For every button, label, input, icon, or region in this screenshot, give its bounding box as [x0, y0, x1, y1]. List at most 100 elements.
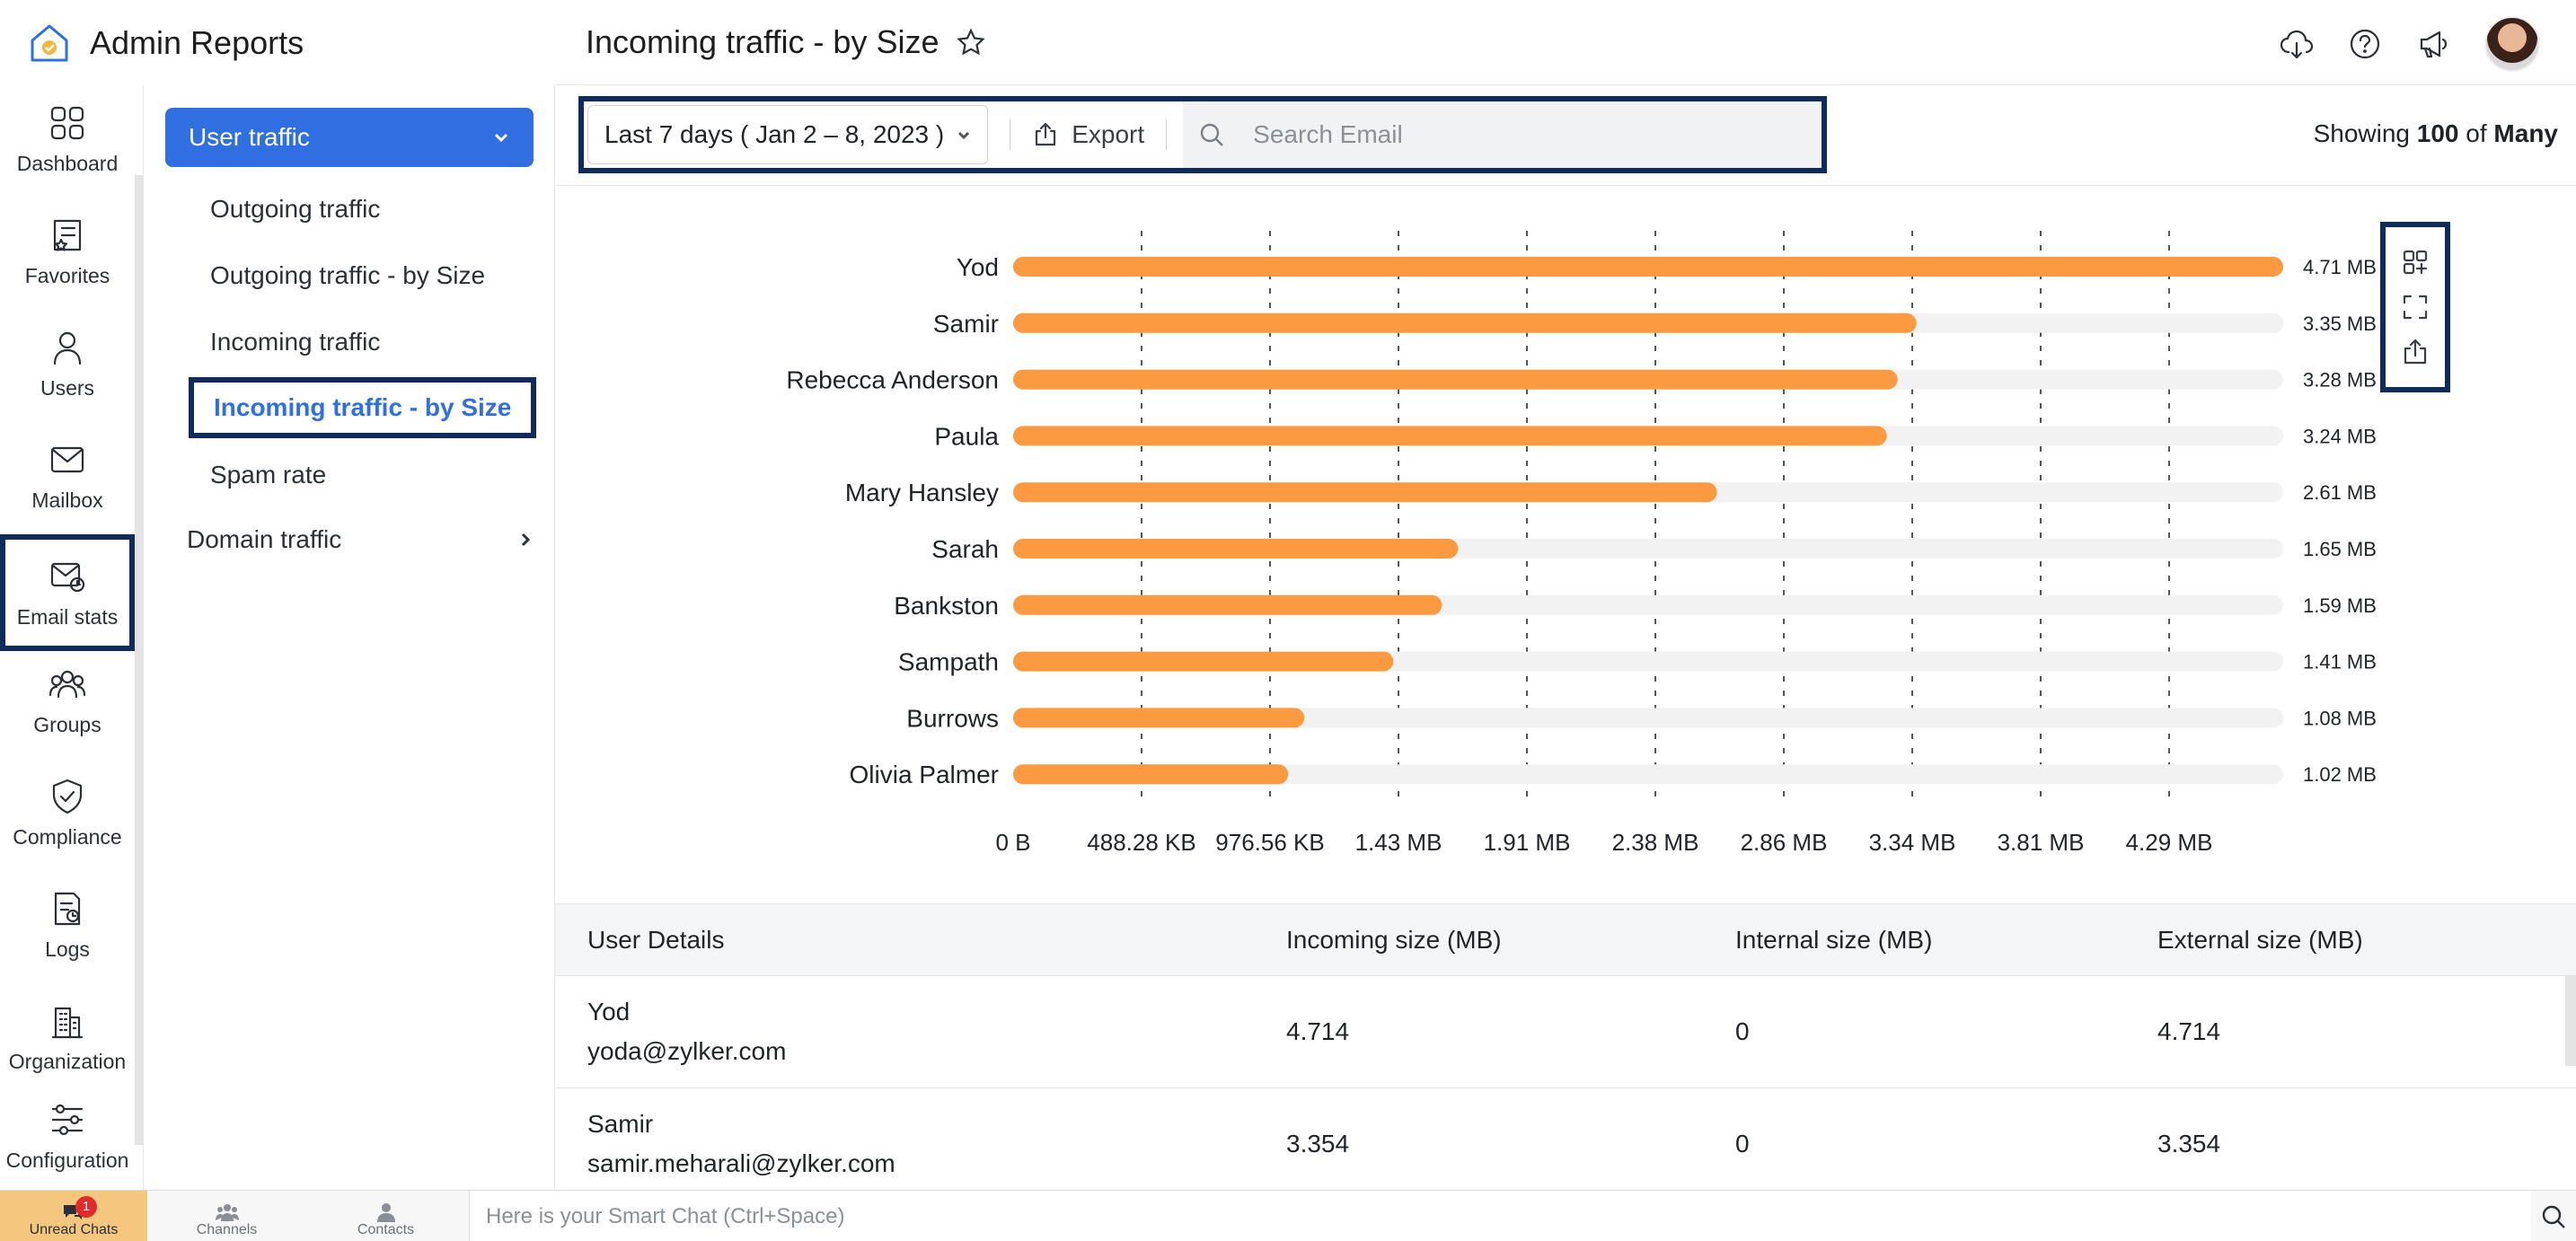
- fullscreen-icon[interactable]: [2401, 293, 2430, 321]
- rail-item-users[interactable]: Users: [0, 310, 135, 418]
- chevron-right-icon: [521, 532, 531, 547]
- col-header-internal[interactable]: Internal size (MB): [1735, 925, 1933, 954]
- table-row[interactable]: Yod yoda@zylker.com 4.714 0 4.714: [555, 976, 2576, 1088]
- rail-item-email-stats[interactable]: Email stats: [0, 534, 135, 651]
- col-header-user-details[interactable]: User Details: [587, 925, 725, 954]
- admin-reports-house-icon: [31, 24, 68, 61]
- grid-icon: [50, 106, 84, 139]
- building-icon: [51, 1007, 84, 1038]
- internal-size-cell: 0: [1735, 1017, 1750, 1045]
- bar: [1013, 651, 1394, 672]
- bar-track: [1013, 764, 2283, 785]
- chat-tab-label: Contacts: [357, 1221, 415, 1237]
- toolbar-divider: [1166, 119, 1168, 150]
- rail-item-organization[interactable]: Organization: [0, 983, 135, 1091]
- category-label: Burrows: [906, 704, 999, 732]
- category-label: Paula: [934, 422, 999, 450]
- chat-tab-channels[interactable]: Channels: [147, 1191, 306, 1241]
- incoming-size-chart: 0 B 488.28 KB 976.56 KB 1.43 MB 1.91 MB 2.38 …: [555, 186, 2576, 904]
- rail-label: Mailbox: [31, 488, 103, 512]
- favorite-star-icon[interactable]: [956, 27, 986, 57]
- subnav-item-incoming-traffic[interactable]: Incoming traffic: [210, 328, 381, 356]
- announcement-icon[interactable]: [2416, 27, 2450, 61]
- groups-icon: [49, 670, 86, 698]
- category-label: Sarah: [931, 535, 999, 563]
- value-label: 1.41 MB: [2303, 651, 2377, 673]
- col-header-incoming[interactable]: Incoming size (MB): [1286, 925, 1502, 954]
- table-row[interactable]: Samir samir.meharali@zylker.com 3.354 0 …: [555, 1088, 2576, 1201]
- toolbar-filter-group: Last 7 days ( Jan 2 – 8, 2023 ) Export: [578, 96, 1827, 173]
- user-size-table: User Details Incoming size (MB) Internal…: [555, 904, 2576, 1201]
- report-subnav: User traffic Outgoing traffic Outgoing t…: [144, 85, 555, 1190]
- date-range-select[interactable]: Last 7 days ( Jan 2 – 8, 2023 ): [587, 105, 989, 164]
- bar: [1013, 482, 1717, 503]
- col-header-external[interactable]: External size (MB): [2157, 925, 2363, 954]
- subnav-item-domain-traffic[interactable]: Domain traffic: [187, 525, 534, 554]
- smart-chat-input[interactable]: Here is your Smart Chat (Ctrl+Space): [469, 1191, 2531, 1241]
- subnav-domain-label: Domain traffic: [187, 525, 342, 553]
- export-label: Export: [1072, 120, 1145, 148]
- rail-item-compliance[interactable]: Compliance: [0, 759, 135, 867]
- showing-mid: of: [2466, 119, 2487, 147]
- export-button[interactable]: Export: [1032, 120, 1144, 149]
- showing-total: Many: [2493, 119, 2558, 147]
- rail-label: Favorites: [24, 263, 110, 287]
- main-header: Incoming traffic - by Size: [555, 0, 2576, 85]
- user-details-cell: Samir samir.meharali@zylker.com: [555, 1110, 1286, 1178]
- x-tick-label: 1.43 MB: [1355, 829, 1442, 856]
- rail-item-groups[interactable]: Groups: [0, 647, 135, 754]
- bar: [1013, 764, 1289, 785]
- subnav-group-user-traffic[interactable]: User traffic: [165, 108, 534, 167]
- subnav-item-incoming-traffic-by-size[interactable]: Incoming traffic - by Size: [189, 377, 537, 438]
- rail-item-favorites[interactable]: Favorites: [0, 198, 135, 305]
- bar: [1013, 312, 1917, 333]
- date-range-value: Last 7 days ( Jan 2 – 8, 2023 ): [604, 120, 945, 148]
- category-label: Yod: [957, 253, 999, 281]
- showing-count: Showing 100 of Many: [2314, 119, 2558, 148]
- subnav-item-outgoing-traffic-by-size[interactable]: Outgoing traffic - by Size: [210, 261, 486, 289]
- chat-tab-contacts[interactable]: Contacts: [306, 1191, 465, 1241]
- rail-label: Users: [40, 375, 95, 400]
- shield-check-icon: [52, 779, 83, 814]
- table-scrollbar[interactable]: [2565, 976, 2576, 1066]
- download-cloud-icon[interactable]: [2280, 27, 2314, 61]
- category-label: Rebecca Anderson: [786, 366, 999, 394]
- bar-track: [1013, 708, 2283, 728]
- value-label: 3.35 MB: [2303, 312, 2377, 335]
- external-size-cell: 4.714: [2157, 1017, 2221, 1045]
- avatar[interactable]: [2484, 16, 2540, 72]
- subnav-item-spam-rate[interactable]: Spam rate: [210, 461, 327, 488]
- chat-bar: 1 Unread Chats Channels Contacts Here is…: [0, 1190, 2576, 1241]
- rail-item-mailbox[interactable]: Mailbox: [0, 422, 135, 530]
- icon-rail: Dashboard Favorites Users Mailbox Email …: [0, 85, 144, 1190]
- search-box: [1183, 101, 1822, 168]
- subnav-item-outgoing-traffic[interactable]: Outgoing traffic: [210, 195, 381, 223]
- value-label: 1.59 MB: [2303, 594, 2377, 617]
- x-tick-label: 3.34 MB: [1869, 829, 1956, 856]
- export-icon: [1036, 122, 1056, 146]
- share-icon[interactable]: [2401, 338, 2430, 366]
- rail-label: Configuration: [5, 1148, 129, 1172]
- add-widget-icon[interactable]: [2401, 248, 2430, 277]
- x-tick-label: 1.91 MB: [1484, 829, 1571, 856]
- header-actions: [2280, 16, 2540, 72]
- rail-item-logs[interactable]: Logs: [0, 871, 135, 979]
- rail-label: Logs: [45, 937, 90, 961]
- category-label: Samir: [933, 310, 999, 338]
- rail-label: Organization: [8, 1049, 127, 1073]
- category-label: Bankston: [894, 592, 999, 620]
- rail-label: Groups: [33, 712, 101, 736]
- rail-item-configuration[interactable]: Configuration: [0, 1082, 135, 1190]
- search-email-input[interactable]: [1253, 120, 1793, 149]
- x-tick-label: 0 B: [995, 829, 1030, 856]
- bar: [1013, 594, 1442, 615]
- sliders-icon: [51, 1104, 84, 1135]
- x-tick-label: 2.86 MB: [1741, 829, 1828, 856]
- rail-scrollbar[interactable]: [135, 175, 144, 1145]
- internal-size-cell: 0: [1735, 1130, 1750, 1157]
- chat-tab-unread[interactable]: 1 Unread Chats: [0, 1190, 147, 1241]
- help-icon[interactable]: [2348, 27, 2382, 61]
- search-icon[interactable]: [2540, 1203, 2567, 1230]
- user-email: samir.meharali@zylker.com: [587, 1149, 895, 1177]
- rail-item-dashboard[interactable]: Dashboard: [0, 85, 135, 193]
